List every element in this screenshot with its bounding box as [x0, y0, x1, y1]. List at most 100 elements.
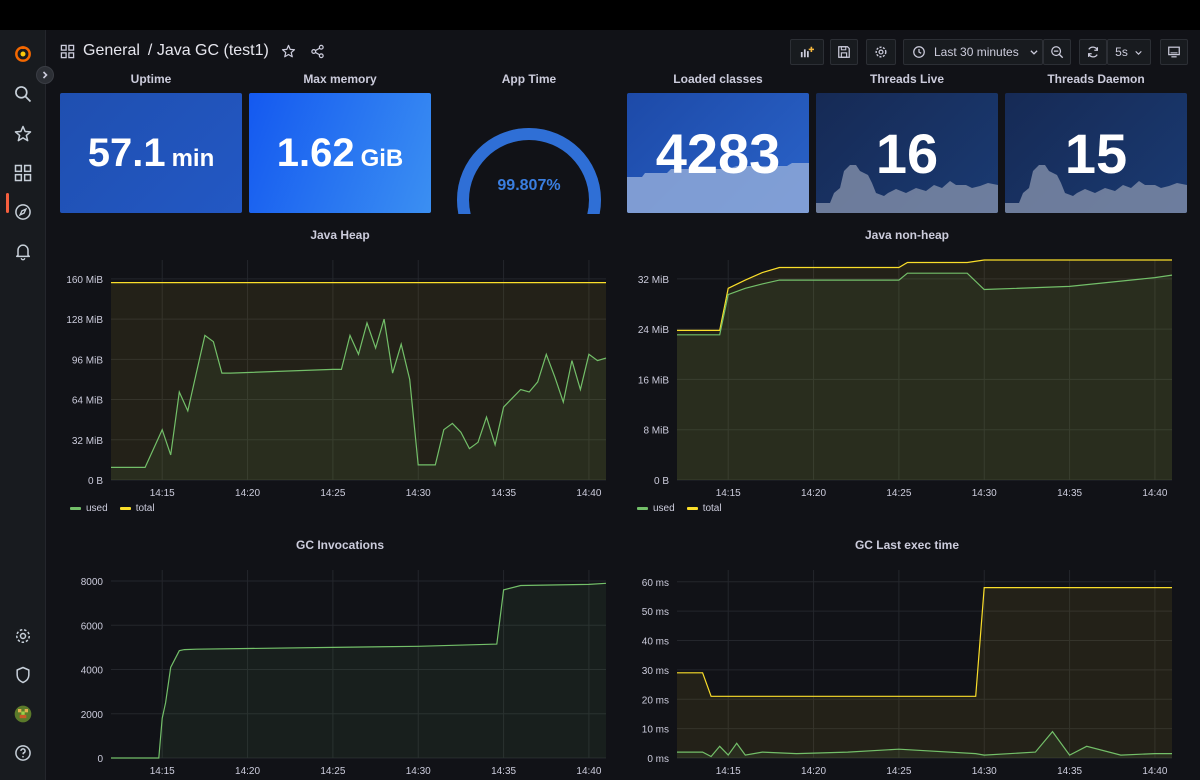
chart-title-gc-last-exec-time: GC Last exec time [854, 538, 960, 552]
x-tick-label: 14:20 [235, 766, 260, 777]
help-icon[interactable] [11, 741, 35, 765]
x-tick-label: 14:15 [716, 488, 741, 499]
x-tick-label: 14:15 [716, 766, 741, 777]
x-tick-label: 14:30 [406, 766, 431, 777]
y-tick-label: 16 MiB [638, 375, 669, 386]
x-tick-label: 14:25 [886, 766, 911, 777]
sparkline-threads-live [816, 165, 998, 213]
y-tick-label: 0 [97, 754, 103, 765]
sparkline-threads-daemon [1005, 165, 1187, 213]
chart-title-gc-invocations: GC Invocations [295, 538, 384, 552]
series-area-used [677, 731, 1172, 758]
stat-panel-loaded-classes[interactable]: 4283 [627, 93, 809, 213]
grafana-logo-icon[interactable] [11, 42, 35, 66]
dashboards-icon[interactable] [11, 161, 35, 185]
series-line-total[interactable] [677, 259, 1172, 331]
time-range-label: Last 30 minutes [934, 45, 1019, 59]
chart-gc-invocations[interactable]: 0 2000 4000 6000 8000 14:15 14:20 14:25 14:30 14:… [56, 560, 616, 780]
breadcrumb: General / Java GC (test1) [60, 42, 325, 60]
dashboards-grid-icon [60, 44, 75, 58]
refresh-icon [1088, 46, 1098, 58]
alerting-bell-icon[interactable] [11, 239, 35, 263]
time-range-picker[interactable]: Last 30 minutes [903, 39, 1043, 65]
gear-icon [875, 46, 887, 58]
x-tick-label: 14:30 [972, 766, 997, 777]
clock-icon [913, 46, 925, 58]
stat-panel-uptime[interactable]: 57.1 min [60, 93, 242, 213]
panel-title-app-time: App Time [501, 72, 557, 86]
app-time-value: 99.807% [497, 177, 560, 194]
series-area-used [111, 319, 606, 480]
chart-java-non-heap[interactable]: 0 B 8 MiB 16 MiB 24 MiB 32 MiB 14:15 14:20 14:2… [622, 250, 1182, 502]
sparkline-loaded-classes [627, 163, 809, 213]
stat-panel-threads-live[interactable]: 16 [816, 93, 998, 213]
x-tick-label: 14:25 [320, 766, 345, 777]
view-mode-button[interactable] [1160, 39, 1188, 65]
series-line-used[interactable] [111, 582, 607, 759]
sidebar-expand-button[interactable] [36, 66, 54, 84]
y-tick-label: 6000 [81, 621, 104, 632]
breadcrumb-folder-link[interactable]: General [83, 42, 140, 59]
y-tick-label: 20 ms [642, 695, 669, 706]
panel-title-threads-daemon: Threads Daemon [1047, 72, 1145, 86]
x-tick-label: 14:40 [1142, 766, 1167, 777]
dashboard-settings-button[interactable] [866, 39, 896, 65]
star-icon[interactable] [11, 122, 35, 146]
y-tick-label: 60 ms [642, 578, 669, 589]
uptime-unit: min [171, 144, 215, 172]
explore-compass-icon[interactable] [11, 200, 35, 224]
y-tick-label: 160 MiB [66, 275, 103, 286]
y-tick-label: 0 B [654, 476, 669, 487]
gear-icon[interactable] [11, 624, 35, 648]
save-icon [838, 46, 850, 58]
shield-icon[interactable] [11, 663, 35, 687]
max-memory-unit: GiB [360, 144, 404, 172]
zoom-out-button[interactable] [1043, 39, 1071, 65]
share-icon[interactable] [310, 44, 325, 59]
legend-item-used[interactable]: used [637, 503, 675, 514]
chart-gc-last-exec-time[interactable]: 0 ms 10 ms 20 ms 30 ms 40 ms 50 ms 60 ms 14:15 1… [622, 560, 1182, 780]
series-line-used[interactable] [677, 272, 1173, 336]
add-panel-icon [800, 46, 814, 58]
add-panel-button[interactable] [790, 39, 824, 65]
monitor-icon [1168, 46, 1180, 58]
y-tick-label: 40 ms [642, 637, 669, 648]
y-tick-label: 64 MiB [72, 396, 103, 407]
series-line-total[interactable] [677, 587, 1172, 697]
y-tick-label: 50 ms [642, 607, 669, 618]
series-line-used[interactable] [111, 318, 607, 468]
gauge-fill [457, 128, 601, 214]
threads-daemon-value: 15 [1064, 121, 1128, 185]
refresh-interval-picker[interactable]: 5s [1107, 39, 1151, 65]
star-icon[interactable] [281, 44, 296, 59]
x-tick-label: 14:40 [576, 766, 601, 777]
y-tick-label: 4000 [81, 666, 104, 677]
refresh-button[interactable] [1079, 39, 1107, 65]
zoom-out-icon [1051, 46, 1064, 59]
x-tick-label: 14:25 [320, 488, 345, 499]
x-tick-label: 14:40 [576, 488, 601, 499]
legend-item-total[interactable]: total [686, 503, 722, 514]
search-icon[interactable] [11, 82, 35, 106]
series-line-used[interactable] [677, 730, 1172, 758]
avatar[interactable] [11, 702, 35, 726]
x-tick-label: 14:35 [1057, 766, 1082, 777]
legend-item-used[interactable]: used [70, 503, 108, 514]
x-tick-label: 14:40 [1142, 488, 1167, 499]
stat-panel-max-memory[interactable]: 1.62 GiB [249, 93, 431, 213]
page-title[interactable]: / Java GC (test1) [147, 42, 269, 59]
panel-title-max-memory: Max memory [303, 72, 377, 86]
save-dashboard-button[interactable] [830, 39, 858, 65]
x-tick-label: 14:15 [150, 766, 175, 777]
y-tick-label: 32 MiB [72, 436, 103, 447]
stat-panel-threads-daemon[interactable]: 15 [1005, 93, 1187, 213]
legend-item-total[interactable]: total [119, 503, 155, 514]
active-indicator [6, 193, 9, 213]
chart-java-heap[interactable]: 0 B 32 MiB 64 MiB 96 MiB 128 MiB 160 MiB 14:15… [56, 250, 616, 502]
top-strip [0, 0, 1200, 30]
dashboard-header: General / Java GC (test1) Last 30 minute… [46, 30, 1200, 74]
series-area-used [111, 583, 606, 758]
gauge-app-time[interactable]: 99.807% [438, 90, 620, 214]
refresh-interval-label: 5s [1115, 45, 1128, 59]
x-tick-label: 14:20 [801, 488, 826, 499]
